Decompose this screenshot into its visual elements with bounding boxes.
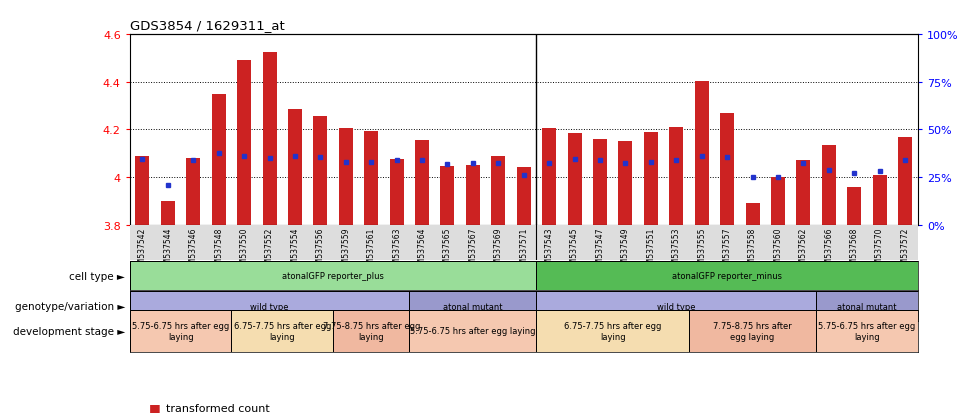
Text: GSM537568: GSM537568 (850, 227, 859, 273)
Bar (822, 145, 836, 225)
Bar (130, 261, 536, 291)
Text: 7.75-8.75 hrs after
egg laying: 7.75-8.75 hrs after egg laying (713, 321, 792, 341)
Text: GSM537552: GSM537552 (265, 227, 274, 273)
Text: GSM537562: GSM537562 (799, 227, 808, 273)
Text: cell type ►: cell type ► (69, 271, 125, 281)
Bar (491, 156, 505, 225)
Text: GSM537561: GSM537561 (367, 227, 376, 273)
Bar (873, 175, 887, 225)
Text: genotype/variation ►: genotype/variation ► (14, 301, 125, 311)
Text: GSM537542: GSM537542 (138, 227, 147, 273)
Text: wild type: wild type (250, 302, 289, 311)
Bar (746, 204, 759, 225)
Text: atonal mutant: atonal mutant (837, 302, 897, 311)
Bar (130, 292, 409, 321)
Bar (364, 131, 379, 225)
Bar (797, 161, 810, 225)
Text: atonal mutant: atonal mutant (443, 302, 503, 311)
Bar (288, 110, 302, 225)
Text: 5.75-6.75 hrs after egg laying: 5.75-6.75 hrs after egg laying (410, 327, 535, 335)
Text: GSM537553: GSM537553 (672, 227, 680, 273)
Text: GSM537557: GSM537557 (723, 227, 731, 273)
Text: GSM537544: GSM537544 (163, 227, 172, 273)
Text: GSM537570: GSM537570 (875, 227, 884, 273)
Bar (440, 167, 455, 225)
Bar (720, 114, 734, 225)
Text: 6.75-7.75 hrs after egg
laying: 6.75-7.75 hrs after egg laying (234, 321, 331, 341)
Bar (415, 141, 429, 225)
Text: GSM537563: GSM537563 (392, 227, 401, 273)
Text: GSM537566: GSM537566 (825, 227, 833, 273)
Bar (695, 81, 708, 225)
Bar (593, 140, 607, 225)
Bar (536, 292, 816, 321)
Bar (644, 133, 658, 225)
Text: GSM537550: GSM537550 (239, 227, 249, 273)
Text: GSM537548: GSM537548 (214, 227, 223, 273)
Text: GSM537572: GSM537572 (900, 227, 909, 273)
Bar (186, 159, 200, 225)
Text: GSM537554: GSM537554 (290, 227, 300, 273)
Text: development stage ►: development stage ► (12, 326, 125, 336)
Bar (542, 129, 556, 225)
Text: atonalGFP reporter_plus: atonalGFP reporter_plus (283, 271, 384, 280)
Bar (333, 310, 409, 352)
Text: GSM537549: GSM537549 (621, 227, 629, 273)
Text: GSM537543: GSM537543 (545, 227, 554, 273)
Text: GSM537546: GSM537546 (188, 227, 198, 273)
Bar (536, 261, 918, 291)
Text: GSM537565: GSM537565 (443, 227, 452, 273)
Text: GDS3854 / 1629311_at: GDS3854 / 1629311_at (130, 19, 284, 31)
Text: GSM537560: GSM537560 (774, 227, 782, 273)
Text: GSM537564: GSM537564 (418, 227, 427, 273)
Text: GSM537555: GSM537555 (697, 227, 706, 273)
Text: GSM537551: GSM537551 (647, 227, 655, 273)
Text: atonalGFP reporter_minus: atonalGFP reporter_minus (672, 271, 782, 280)
Bar (130, 310, 232, 352)
Bar (409, 292, 536, 321)
Text: GSM537569: GSM537569 (494, 227, 503, 273)
Bar (211, 95, 226, 225)
Bar (568, 134, 581, 225)
Bar (136, 156, 150, 225)
Bar (536, 310, 689, 352)
Text: GSM537558: GSM537558 (748, 227, 757, 273)
Text: 6.75-7.75 hrs after egg
laying: 6.75-7.75 hrs after egg laying (564, 321, 661, 341)
Bar (517, 168, 530, 225)
Text: GSM537571: GSM537571 (519, 227, 529, 273)
Bar (619, 142, 632, 225)
Bar (237, 61, 251, 225)
Text: transformed count: transformed count (166, 403, 270, 413)
Text: GSM537556: GSM537556 (316, 227, 325, 273)
Bar (466, 166, 480, 225)
Bar (232, 310, 333, 352)
Bar (848, 187, 861, 225)
Bar (389, 160, 404, 225)
Bar (313, 117, 328, 225)
Text: 7.75-8.75 hrs after egg
laying: 7.75-8.75 hrs after egg laying (323, 321, 420, 341)
Text: GSM537559: GSM537559 (341, 227, 351, 273)
Text: ■: ■ (149, 401, 160, 413)
Bar (669, 128, 683, 225)
Bar (771, 178, 785, 225)
Bar (160, 201, 175, 225)
Bar (816, 292, 918, 321)
Bar (899, 137, 912, 225)
Text: 5.75-6.75 hrs after egg
laying: 5.75-6.75 hrs after egg laying (818, 321, 916, 341)
Bar (262, 53, 277, 225)
Bar (816, 310, 918, 352)
Text: wild type: wild type (657, 302, 696, 311)
Text: 5.75-6.75 hrs after egg
laying: 5.75-6.75 hrs after egg laying (132, 321, 230, 341)
Bar (409, 310, 536, 352)
Bar (339, 129, 353, 225)
Text: GSM537547: GSM537547 (596, 227, 604, 273)
Bar (689, 310, 816, 352)
Text: GSM537545: GSM537545 (570, 227, 579, 273)
Text: GSM537567: GSM537567 (468, 227, 478, 273)
